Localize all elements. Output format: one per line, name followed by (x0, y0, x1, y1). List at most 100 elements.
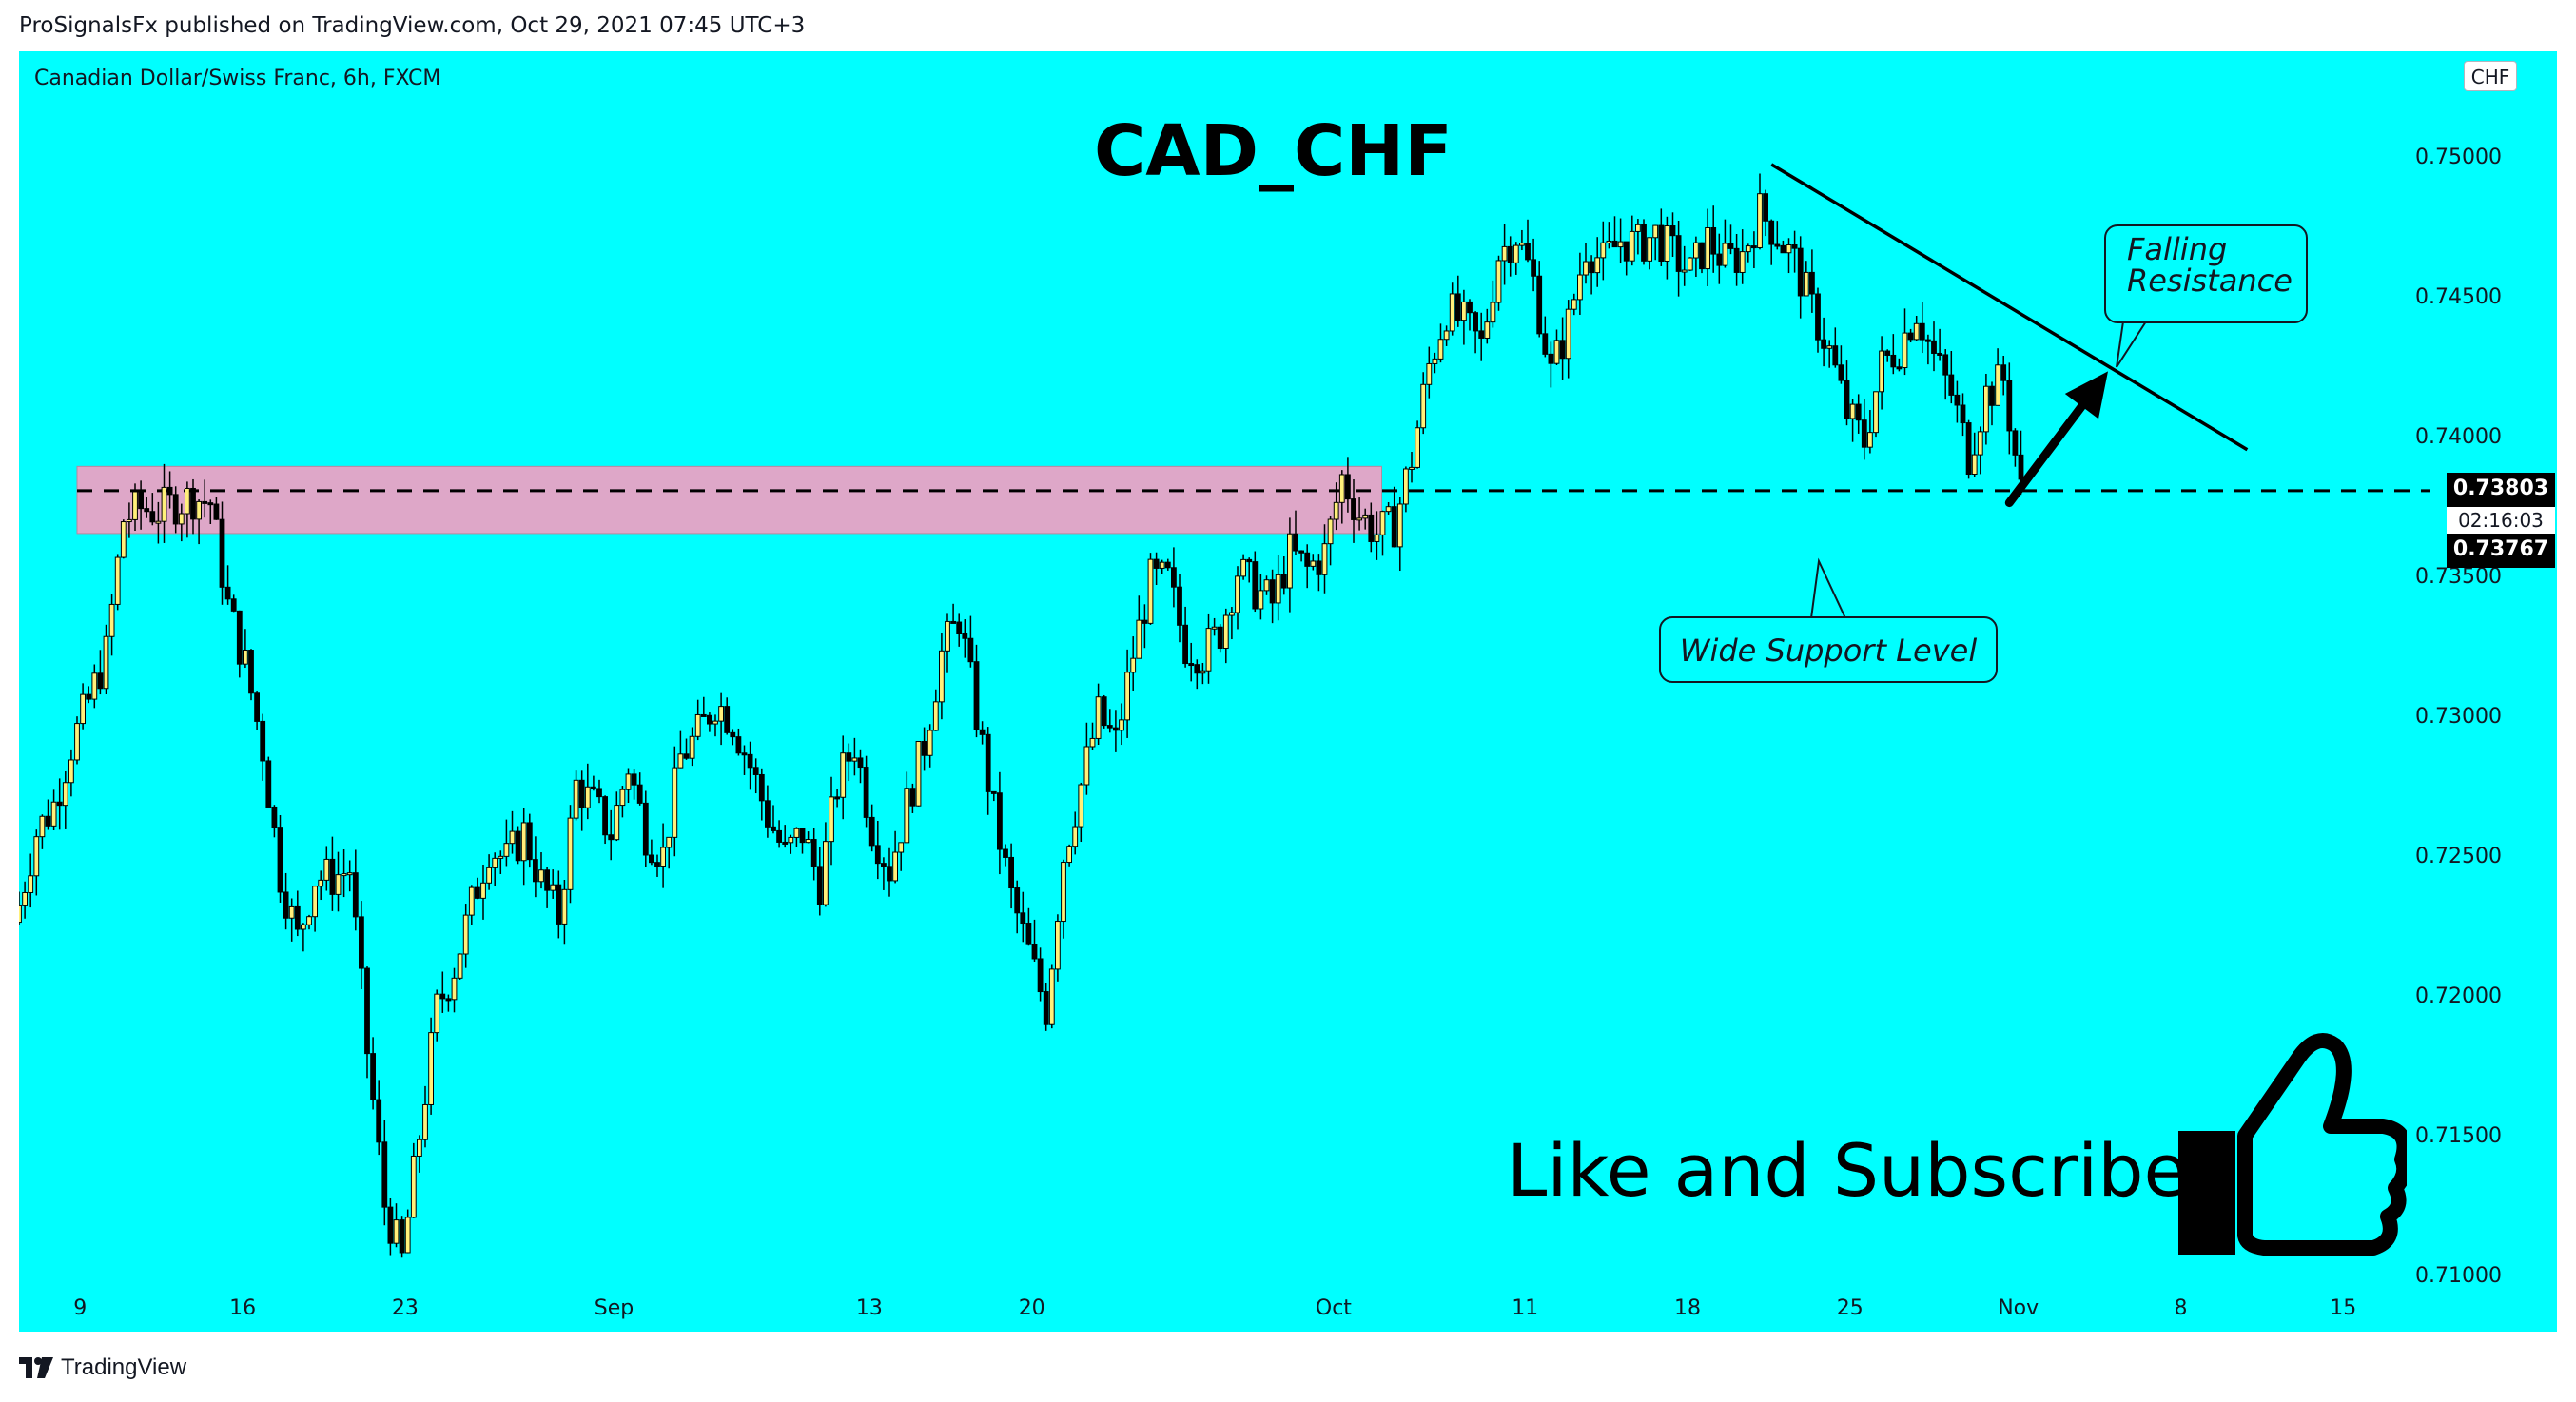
secondary-price-tag: 0.73767 (2447, 534, 2555, 568)
candle (602, 795, 609, 845)
y-tick-label: 0.75000 (2415, 146, 2502, 169)
candle (1327, 516, 1334, 566)
candle (1275, 555, 1281, 621)
x-tick-label: 8 (2175, 1296, 2188, 1320)
candle (1838, 345, 1844, 384)
candle (1774, 221, 1781, 250)
candle (538, 852, 544, 889)
candle (1338, 470, 1345, 524)
candle (1716, 233, 1723, 284)
candle (1571, 293, 1577, 316)
candle (533, 836, 538, 898)
candle (1553, 329, 1560, 365)
candle (346, 860, 353, 892)
candle (979, 721, 986, 745)
candle (642, 790, 649, 867)
candle (114, 554, 121, 611)
candle (1832, 327, 1839, 368)
candle (19, 891, 22, 925)
currency-button[interactable]: CHF (2464, 61, 2517, 91)
y-tick-label: 0.72500 (2415, 845, 2502, 868)
candle (578, 770, 585, 831)
candle (694, 699, 701, 741)
candle (1113, 710, 1119, 752)
candle (417, 1135, 422, 1173)
candle (619, 786, 626, 818)
candle (556, 870, 562, 939)
candle (1478, 312, 1485, 361)
candle (1525, 219, 1531, 263)
candle (608, 809, 615, 861)
candle (1647, 237, 1652, 270)
candle (364, 966, 370, 1079)
candle (672, 746, 678, 857)
candle (1559, 317, 1566, 380)
candle (138, 480, 144, 530)
candle (230, 594, 237, 613)
candle (1797, 236, 1804, 319)
candle (1246, 557, 1253, 583)
candle (1188, 642, 1195, 682)
candle (1733, 233, 1740, 286)
candle (172, 486, 179, 534)
candle (793, 827, 800, 847)
candle (144, 497, 150, 518)
candle (782, 825, 789, 848)
candle (1635, 219, 1641, 255)
candle (149, 493, 156, 526)
candle (863, 755, 869, 828)
candle (108, 594, 115, 656)
candle (1263, 575, 1270, 595)
candle (1919, 302, 1925, 354)
candle (1617, 218, 1624, 264)
candle (799, 828, 806, 854)
support-zone (76, 465, 1382, 535)
candle (1495, 255, 1502, 311)
candle (1171, 547, 1177, 608)
candle (352, 849, 359, 931)
published-info: ProSignalsFx published on TradingView.co… (19, 13, 806, 38)
up-arrow-shaft (2004, 401, 2086, 508)
candle (956, 613, 963, 647)
candle (851, 737, 858, 776)
candle (1687, 257, 1693, 271)
candle (376, 1080, 382, 1156)
chart-area[interactable]: 0.75000 0.74500 0.74000 0.73500 0.73000 0.725… (19, 51, 2557, 1332)
candle (445, 994, 452, 1012)
candle (1020, 891, 1026, 943)
candle (1415, 420, 1420, 469)
candle (1965, 419, 1972, 479)
like-subscribe-text: Like and Subscribe (1507, 1128, 2189, 1213)
candle (985, 727, 991, 815)
candle (503, 819, 510, 867)
candle (236, 610, 243, 678)
candle (776, 820, 783, 848)
candle (207, 499, 214, 525)
x-tick-label: 25 (1837, 1296, 1864, 1320)
candle (1106, 709, 1113, 733)
candle (1780, 240, 1786, 254)
tradingview-logo[interactable]: TradingView (19, 1354, 186, 1381)
candle (312, 885, 319, 932)
last-price-tag: 0.73803 (2447, 473, 2555, 507)
candle (509, 810, 516, 854)
published-bar: ProSignalsFx published on TradingView.co… (0, 0, 2576, 51)
candle (1310, 554, 1317, 571)
candle (288, 898, 295, 942)
candle (22, 881, 28, 919)
x-tick-label: 20 (1019, 1296, 1045, 1320)
candle (2000, 356, 2007, 396)
candle (475, 877, 480, 900)
candlestick-chart[interactable]: 0.75000 0.74500 0.74000 0.73500 0.73000 0.725… (19, 51, 2557, 1332)
candle (1217, 624, 1223, 653)
candle (700, 696, 707, 717)
candle (1048, 964, 1055, 1029)
support-callout-pointer (1810, 557, 1846, 619)
candle (1119, 703, 1124, 746)
candle (80, 683, 86, 730)
candle (805, 831, 811, 844)
candle (254, 691, 260, 730)
candle (468, 885, 475, 925)
up-arrow-head (2064, 371, 2108, 419)
candle (1925, 334, 1931, 365)
